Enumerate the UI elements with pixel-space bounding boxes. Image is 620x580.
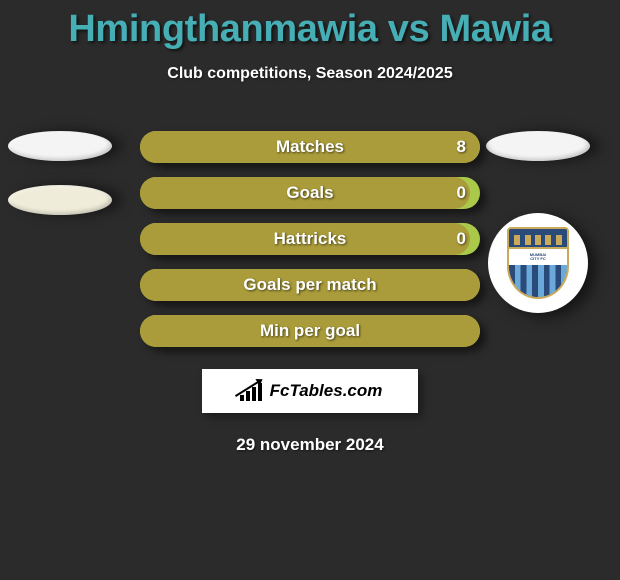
stat-value: 0: [457, 229, 466, 249]
left-badge-2: [8, 185, 112, 215]
stat-row-goals: Goals 0: [140, 177, 480, 209]
club-crest-circle: MUMBAICITY FC: [488, 213, 588, 313]
mumbai-city-crest-icon: MUMBAICITY FC: [507, 227, 569, 299]
stat-label: Hattricks: [274, 229, 347, 249]
stat-row-min-per-goal: Min per goal: [140, 315, 480, 347]
stat-value: 0: [457, 183, 466, 203]
subtitle: Club competitions, Season 2024/2025: [0, 65, 620, 83]
page-title: Hmingthanmawia vs Mawia: [0, 0, 620, 51]
stat-label: Matches: [276, 137, 344, 157]
stat-value: 8: [457, 137, 466, 157]
stat-row-goals-per-match: Goals per match: [140, 269, 480, 301]
stat-label: Min per goal: [260, 321, 360, 341]
watermark-text: FcTables.com: [270, 381, 383, 401]
stat-label: Goals: [286, 183, 333, 203]
right-player-badges: MUMBAICITY FC: [486, 131, 590, 313]
chart-icon: [238, 381, 264, 401]
stat-row-hattricks: Hattricks 0: [140, 223, 480, 255]
date-label: 29 november 2024: [0, 435, 620, 455]
right-badge-1: [486, 131, 590, 161]
comparison-area: MUMBAICITY FC Matches 8 Goals 0 Hattrick…: [0, 131, 620, 455]
watermark: FcTables.com: [202, 369, 418, 413]
stat-label: Goals per match: [243, 275, 376, 295]
left-badge-1: [8, 131, 112, 161]
left-player-badges: [8, 131, 112, 215]
stat-bars: Matches 8 Goals 0 Hattricks 0 Goals per …: [140, 131, 480, 347]
stat-row-matches: Matches 8: [140, 131, 480, 163]
